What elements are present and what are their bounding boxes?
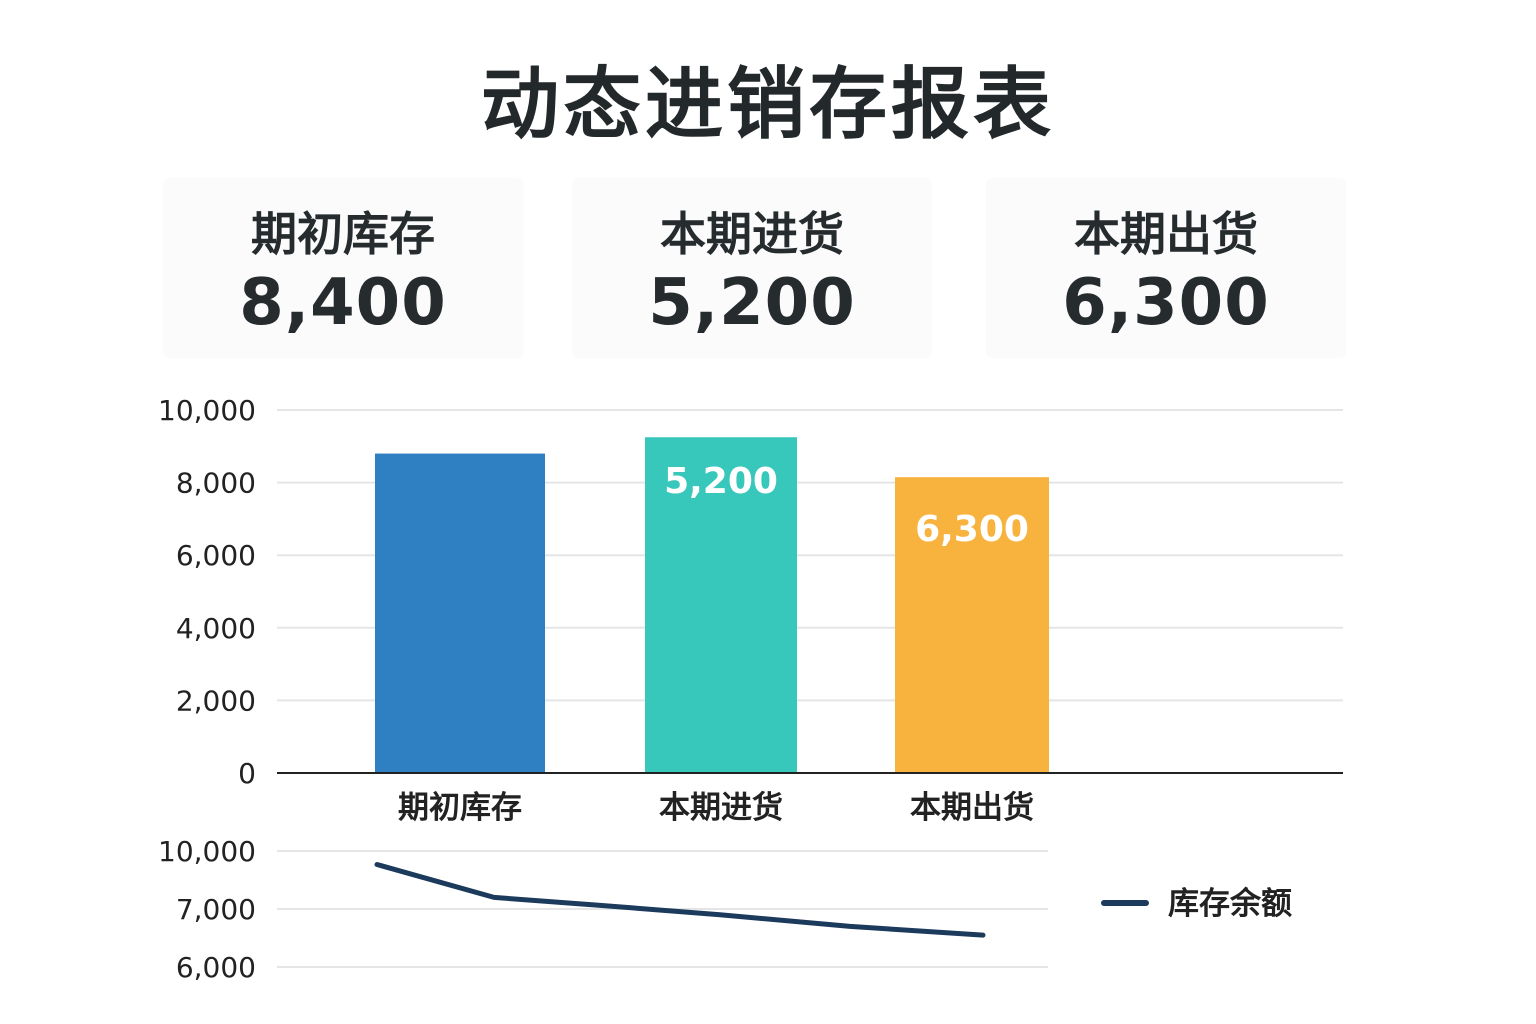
bar-data-label: 5,200 — [664, 461, 778, 502]
y-tick-label: 2,000 — [176, 684, 256, 717]
bar — [645, 437, 797, 773]
kpi-card-shipments: 本期出货 6,300 — [986, 178, 1346, 358]
y-tick-label: 8,000 — [176, 467, 256, 500]
kpi-row: 期初库存 8,400 本期进货 5,200 本期出货 6,300 — [0, 178, 1536, 358]
y-tick-label: 0 — [238, 757, 256, 790]
kpi-label: 本期进货 — [660, 207, 844, 261]
legend-label: 库存余额 — [1168, 886, 1292, 922]
bar — [895, 477, 1049, 773]
kpi-label: 期初库存 — [251, 207, 435, 261]
kpi-value: 6,300 — [1062, 266, 1270, 340]
kpi-label: 本期出货 — [1074, 207, 1258, 261]
y-tick-label: 10,000 — [158, 835, 256, 868]
kpi-card-purchases: 本期进货 5,200 — [572, 178, 932, 358]
x-category-label: 期初库存 — [398, 790, 522, 826]
bar — [375, 453, 545, 773]
y-tick-label: 6,000 — [176, 539, 256, 572]
y-tick-label: 6,000 — [176, 951, 256, 984]
kpi-card-opening-stock: 期初库存 8,400 — [163, 178, 523, 358]
kpi-value: 5,200 — [648, 266, 856, 340]
bar-data-label: 6,300 — [915, 509, 1029, 550]
y-tick-label: 4,000 — [176, 612, 256, 645]
series-line — [374, 862, 986, 938]
page-title: 动态进销存报表 — [480, 60, 1055, 150]
y-tick-label: 10,000 — [158, 394, 256, 427]
x-category-label: 本期进货 — [659, 790, 783, 826]
x-category-label: 本期出货 — [910, 790, 1034, 826]
kpi-value: 8,400 — [239, 266, 447, 340]
y-tick-label: 7,000 — [176, 893, 256, 926]
